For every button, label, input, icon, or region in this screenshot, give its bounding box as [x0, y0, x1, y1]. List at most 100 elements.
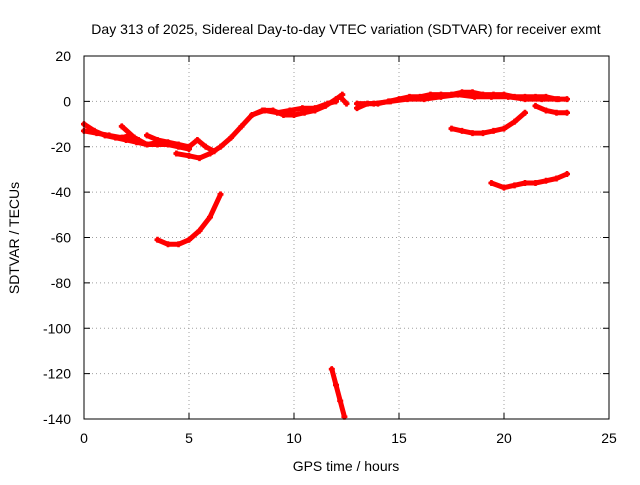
data-point — [354, 100, 360, 107]
data-point — [249, 111, 255, 118]
data-point — [488, 180, 495, 187]
data-point — [511, 182, 518, 189]
data-point — [207, 214, 213, 221]
data-point — [324, 100, 331, 107]
series-arc-11 — [354, 91, 562, 107]
data-point — [196, 227, 203, 234]
data-point — [238, 123, 245, 130]
data-point — [228, 134, 234, 141]
data-point — [333, 98, 339, 105]
data-point — [337, 397, 344, 404]
data-point — [532, 102, 539, 109]
x-tick-label: 20 — [496, 430, 512, 446]
data-point — [144, 141, 150, 148]
data-point — [154, 136, 161, 143]
data-point — [196, 155, 203, 162]
data-point — [165, 241, 171, 248]
data-point — [144, 132, 150, 139]
y-tick-label: -140 — [43, 411, 71, 427]
data-point — [553, 175, 560, 182]
data-point — [274, 109, 281, 116]
data-point — [370, 100, 377, 107]
data-point — [511, 118, 518, 125]
data-point — [301, 109, 308, 116]
y-axis-label: SDTVAR / TECUs — [6, 182, 22, 294]
y-tick-label: -20 — [51, 139, 71, 155]
data-point — [165, 139, 171, 146]
data-point — [505, 93, 512, 100]
data-point — [118, 134, 125, 141]
data-point — [217, 143, 224, 150]
axis-ticks: 0 5 10 15 20 25 -140 -120 -100 -80 -60 -40 -20 0 20 — [43, 48, 617, 446]
y-tick-label: -100 — [43, 320, 71, 336]
data-point — [312, 105, 318, 112]
data-point — [501, 125, 507, 132]
data-point — [299, 105, 306, 112]
data-point — [454, 91, 461, 98]
y-tick-label: 0 — [63, 93, 71, 109]
x-tick-label: 0 — [80, 430, 88, 446]
data-point — [564, 170, 570, 177]
data-point — [175, 141, 182, 148]
data-point — [207, 150, 213, 157]
data-point — [93, 130, 100, 137]
series-line — [173, 92, 345, 161]
data-point — [291, 111, 297, 118]
data-point — [202, 143, 209, 150]
y-tick-label: -60 — [51, 230, 71, 246]
data-point — [555, 96, 562, 103]
series-arc-14 — [488, 170, 570, 191]
data-point — [543, 107, 549, 114]
data-point — [286, 107, 293, 114]
data-point — [501, 184, 507, 191]
data-point — [131, 134, 138, 141]
data-point — [564, 96, 570, 103]
data-point — [261, 107, 268, 114]
data-point — [194, 136, 201, 143]
series-arc-7 — [337, 93, 350, 107]
data-point — [448, 125, 455, 132]
data-point — [217, 191, 224, 198]
data-point — [543, 177, 549, 184]
data-point — [337, 93, 344, 100]
data-point — [471, 93, 478, 100]
data-point — [522, 96, 528, 103]
series-line — [329, 366, 347, 420]
series-arc-5 — [173, 91, 346, 162]
data-point — [522, 109, 528, 116]
x-tick-label: 25 — [601, 430, 617, 446]
series-arc-12 — [448, 109, 528, 137]
grid-lines — [84, 56, 609, 419]
data-point — [343, 100, 350, 107]
data-series — [81, 89, 570, 420]
x-tick-label: 10 — [286, 430, 302, 446]
series-arc-13 — [532, 102, 570, 116]
data-point — [438, 93, 444, 100]
data-point — [469, 130, 476, 137]
chart-title: Day 313 of 2025, Sidereal Day-to-day VTE… — [91, 21, 600, 37]
data-point — [404, 96, 411, 103]
data-point — [532, 180, 539, 187]
x-tick-label: 5 — [185, 430, 193, 446]
data-point — [488, 93, 495, 100]
data-point — [490, 127, 497, 134]
series-arc-8 — [154, 191, 224, 248]
data-point — [333, 381, 339, 388]
series-line — [533, 103, 570, 116]
plot-border — [83, 55, 610, 420]
data-point — [186, 236, 192, 243]
y-tick-label: 20 — [55, 48, 71, 64]
data-point — [175, 241, 182, 248]
x-tick-label: 15 — [391, 430, 407, 446]
data-point — [173, 150, 180, 157]
data-point — [106, 132, 113, 139]
data-point — [459, 127, 465, 134]
y-tick-label: -40 — [51, 184, 71, 200]
data-point — [118, 123, 125, 130]
data-point — [154, 236, 161, 243]
data-point — [538, 96, 545, 103]
data-point — [522, 180, 528, 187]
x-axis-label: GPS time / hours — [293, 458, 400, 474]
